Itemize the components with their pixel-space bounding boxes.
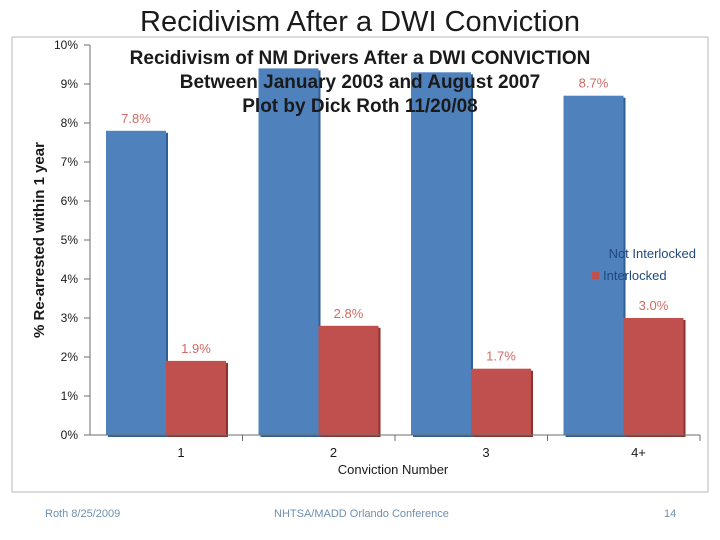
data-label: 2.8% [334,306,364,321]
data-label: 1.7% [486,349,516,364]
bar-not-interlocked-4+ [563,95,624,435]
data-label: 3.0% [639,298,669,313]
y-tick-labels: 0% 1% 2% 3% 4% 5% 6% 7% 8% 9% 10% [54,38,78,442]
y-tick-label: 3% [61,311,79,325]
x-tick-label: 3 [482,445,489,460]
bar-interlocked-4+ [623,318,684,435]
legend-label-not-interlocked: Not Interlocked [609,246,696,261]
data-labels: 7.8% 1.9% 2.8% 1.7% 8.7% 3.0% [121,76,669,364]
bar-not-interlocked-2 [258,68,319,436]
data-label: 7.8% [121,111,151,126]
y-tick-label: 6% [61,194,79,208]
x-axis-title: Conviction Number [338,462,449,477]
data-label: 1.9% [181,341,211,356]
y-tick-label: 9% [61,77,79,91]
data-label: 8.7% [579,76,609,91]
chart-title-line-3: Plot by Dick Roth 11/20/08 [242,96,477,117]
x-tick-label: 4+ [631,445,646,460]
legend-swatch-interlocked [592,272,599,279]
chart-title-line-1: Recidivism of NM Drivers After a DWI CON… [130,48,591,69]
gridlines [84,44,701,441]
footer-conference: NHTSA/MADD Orlando Conference [274,508,449,520]
x-tick-label: 1 [177,445,184,460]
bar-not-interlocked-3 [411,72,471,436]
slide-title: Recidivism After a DWI Conviction [140,6,580,38]
bars [106,68,686,438]
y-tick-label: 7% [61,155,79,169]
y-tick-label: 10% [54,38,78,52]
bar-interlocked-3 [471,368,531,435]
page-number: 14 [664,508,677,520]
y-tick-label: 5% [61,233,79,247]
bar-not-interlocked-1 [106,130,166,436]
footer-date: Roth 8/25/2009 [45,508,121,520]
y-tick-label: 1% [61,389,79,403]
x-tick-label: 2 [330,445,337,460]
legend: Not Interlocked Interlocked [592,246,696,283]
y-tick-label: 2% [61,350,79,364]
y-tick-label: 4% [61,272,79,286]
y-axis-title: % Re-arrested within 1 year [31,142,48,338]
y-tick-label: 8% [61,116,79,130]
x-tick-labels: 1 2 3 4+ [177,445,646,460]
bar-interlocked-2 [318,325,379,435]
chart-title-line-2: Between January 2003 and August 2007 [180,72,540,93]
legend-label-interlocked: Interlocked [603,268,667,283]
bar-interlocked-1 [166,360,226,435]
y-tick-label: 0% [61,428,79,442]
